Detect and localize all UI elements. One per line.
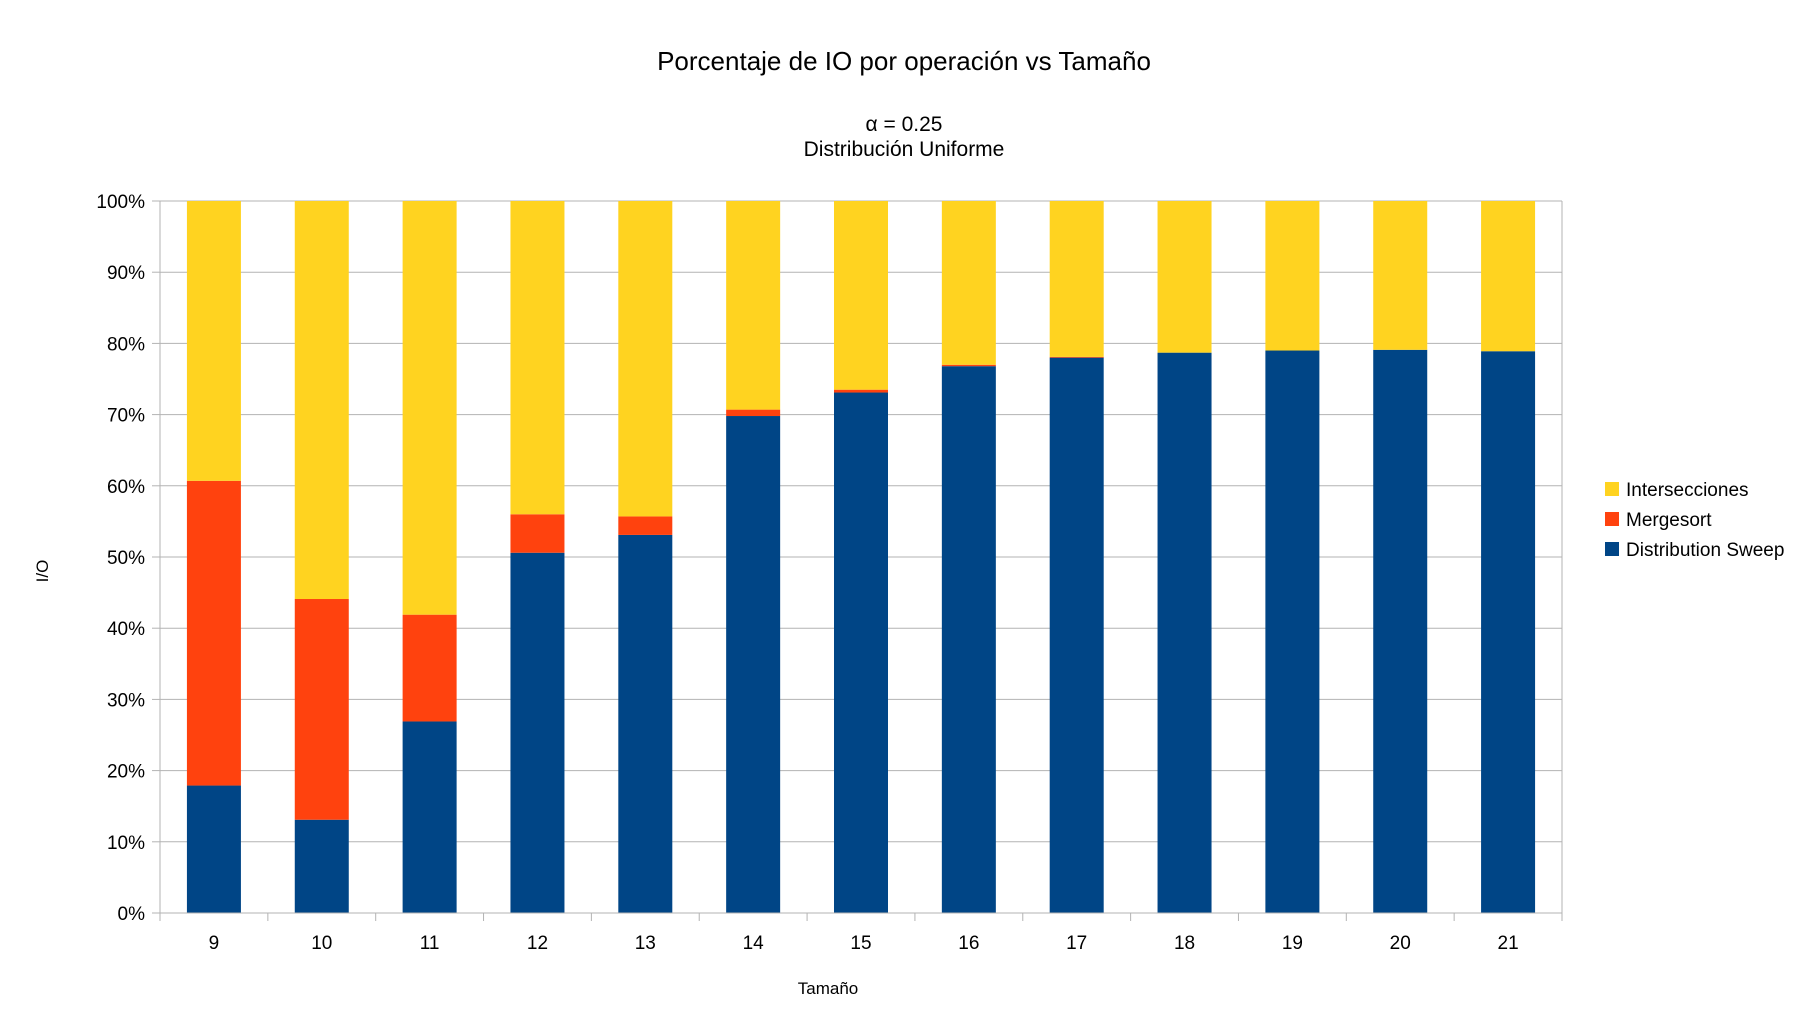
x-tick-label: 12 xyxy=(527,933,548,954)
axes xyxy=(159,201,1563,921)
y-tick-label: 0% xyxy=(118,904,146,925)
y-tick-label: 90% xyxy=(107,263,145,284)
bars xyxy=(186,201,1536,914)
legend-swatch xyxy=(1605,542,1619,556)
chart-subtitle-line-1: α = 0.25 xyxy=(866,113,943,136)
bar-segment-mergesort xyxy=(294,599,349,820)
bar-segment-intersecciones xyxy=(402,201,457,615)
x-tick-label: 17 xyxy=(1066,933,1087,954)
bar-segment-intersecciones xyxy=(618,201,673,517)
y-tick-label: 30% xyxy=(107,690,145,711)
bar-segment-intersecciones xyxy=(294,201,349,600)
x-tick-label: 21 xyxy=(1498,933,1519,954)
legend-swatch xyxy=(1605,482,1619,496)
bar-segment-mergesort xyxy=(1049,356,1104,358)
legend-swatch xyxy=(1605,512,1619,526)
bar-segment-intersecciones xyxy=(1157,201,1212,353)
bar-segment-distribution-sweep xyxy=(1265,350,1320,913)
y-tick-label: 20% xyxy=(107,762,145,783)
bar-segment-intersecciones xyxy=(1373,201,1428,350)
bar-segment-intersecciones xyxy=(510,201,565,515)
bar-segment-mergesort xyxy=(618,516,673,535)
x-tick-label: 16 xyxy=(958,933,979,954)
x-tick-label: 14 xyxy=(743,933,765,954)
x-tick-label: 20 xyxy=(1390,933,1411,954)
bar-segment-distribution-sweep xyxy=(294,819,349,913)
x-axis-label: Tamaño xyxy=(798,979,858,998)
legend-label: Mergesort xyxy=(1626,510,1712,531)
y-tick-label: 60% xyxy=(107,477,145,498)
y-tick-label: 70% xyxy=(107,406,145,427)
bar-segment-distribution-sweep xyxy=(726,416,781,913)
bar-segment-intersecciones xyxy=(1481,201,1536,352)
x-tick-label: 11 xyxy=(420,933,440,954)
y-tick-label: 10% xyxy=(107,833,145,854)
x-tick-label: 13 xyxy=(635,933,656,954)
y-tick-labels: 0% 10% 20% 30% 40% 50% 60% 70% 80% 90% 100% xyxy=(96,192,145,925)
bar-segment-mergesort xyxy=(402,614,457,722)
x-tick-label: 18 xyxy=(1174,933,1195,954)
legend-label: Intersecciones xyxy=(1626,480,1749,501)
bar-segment-intersecciones xyxy=(941,201,996,365)
bar-segment-intersecciones xyxy=(1049,201,1104,357)
bar-segment-distribution-sweep xyxy=(1481,351,1536,913)
y-tick-label: 100% xyxy=(96,192,145,213)
y-tick-label: 40% xyxy=(107,619,145,640)
bar-segment-distribution-sweep xyxy=(834,392,888,913)
bar-segment-distribution-sweep xyxy=(510,552,565,913)
y-tick-label: 50% xyxy=(107,548,145,569)
x-tick-label: 15 xyxy=(850,933,871,954)
bar-segment-distribution-sweep xyxy=(941,366,996,914)
bar-segment-distribution-sweep xyxy=(618,534,673,913)
x-tick-labels: 9 10 11 12 13 14 15 16 17 18 19 20 21 xyxy=(209,933,1519,954)
chart-title: Porcentaje de IO por operación vs Tamaño xyxy=(657,46,1151,76)
bar-segment-intersecciones xyxy=(834,201,888,390)
legend-label: Distribution Sweep xyxy=(1626,540,1784,561)
x-tick-label: 10 xyxy=(311,933,332,954)
bar-segment-intersecciones xyxy=(186,201,241,481)
legend: Intersecciones Mergesort Distribution Swee… xyxy=(1605,480,1784,561)
bar-segment-mergesort xyxy=(510,514,565,553)
bar-segment-intersecciones xyxy=(1265,201,1320,351)
x-tick-label: 19 xyxy=(1282,933,1303,954)
bar-segment-intersecciones xyxy=(726,201,781,410)
y-tick-label: 80% xyxy=(107,334,145,355)
bar-segment-mergesort xyxy=(834,389,888,393)
bar-segment-distribution-sweep xyxy=(402,721,457,913)
chart-subtitle-line-2: Distribución Uniforme xyxy=(804,138,1005,161)
x-tick-label: 9 xyxy=(209,933,220,954)
bar-segment-mergesort xyxy=(186,480,241,786)
bar-segment-mergesort xyxy=(726,409,781,417)
bar-segment-distribution-sweep xyxy=(1157,352,1212,913)
bar-segment-distribution-sweep xyxy=(1373,349,1428,914)
y-axis-label: I/O xyxy=(33,560,52,583)
bar-segment-distribution-sweep xyxy=(186,785,241,913)
bar-segment-mergesort xyxy=(941,364,996,367)
bar-segment-distribution-sweep xyxy=(1049,357,1104,913)
